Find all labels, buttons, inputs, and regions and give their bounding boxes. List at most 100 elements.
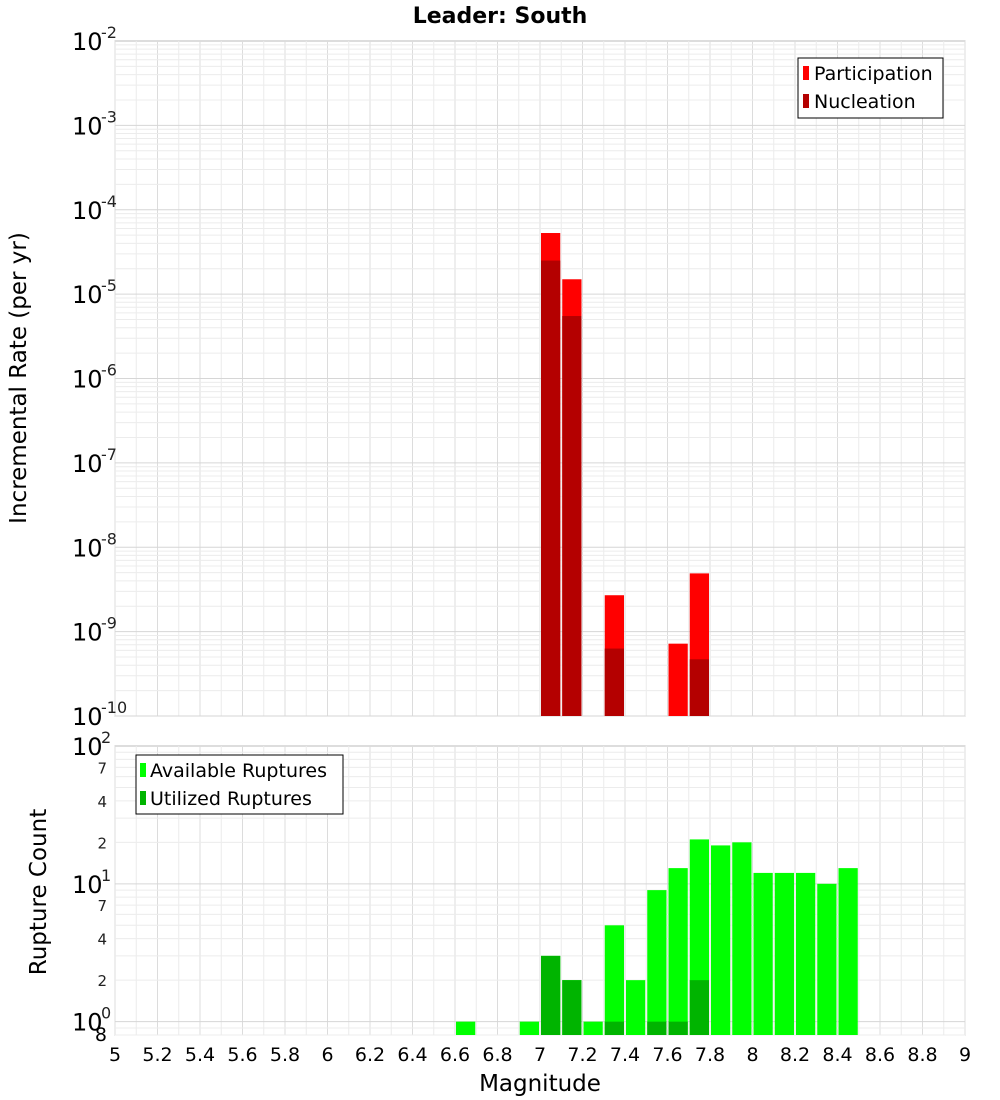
- bar-nucleation: [562, 316, 582, 716]
- legend-swatch-utilized: [140, 791, 146, 805]
- count-legend: Available Ruptures Utilized Ruptures: [135, 754, 344, 815]
- x-tick-label: 8.8: [907, 1044, 937, 1066]
- y-tick-label-base: 10: [72, 1009, 103, 1037]
- bar-available-ruptures: [519, 1021, 539, 1035]
- legend-label-available: Available Ruptures: [150, 760, 327, 782]
- y-tick-label-base: 10: [72, 871, 103, 899]
- x-tick-label: 7.6: [652, 1044, 682, 1066]
- rate-legend-box: [797, 57, 944, 119]
- x-tick-label: 8.4: [822, 1044, 852, 1066]
- bar-available-ruptures: [456, 1021, 476, 1035]
- x-tick-label: 6: [321, 1044, 333, 1066]
- bar-participation: [668, 643, 688, 716]
- bar-nucleation: [689, 659, 709, 716]
- x-tick-label: 5.6: [227, 1044, 257, 1066]
- y-tick-label-exponent: 1: [101, 866, 111, 885]
- legend-swatch-participation: [803, 66, 809, 80]
- x-tick-label: 6.4: [397, 1044, 427, 1066]
- x-tick-label: 5.8: [270, 1044, 300, 1066]
- y-minor-tick-label: 2: [97, 972, 107, 990]
- bar-utilized-ruptures: [562, 980, 582, 1035]
- x-tick-label: 7.8: [695, 1044, 725, 1066]
- legend-label-participation: Participation: [814, 63, 933, 85]
- bar-available-ruptures: [732, 842, 752, 1035]
- bar-available-ruptures: [647, 890, 667, 1035]
- y-tick-label-base: 10: [72, 197, 103, 225]
- count-plot-bars: [456, 839, 858, 1035]
- bar-available-ruptures: [604, 925, 624, 1035]
- count-legend-box: [135, 754, 344, 815]
- rate-plot-bars: [541, 233, 709, 716]
- x-tick-label: 5.2: [142, 1044, 172, 1066]
- y-minor-tick-label: 4: [97, 793, 107, 811]
- bar-available-ruptures: [583, 1021, 603, 1035]
- x-tick-label: 6.8: [482, 1044, 512, 1066]
- x-tick-label: 7: [534, 1044, 546, 1066]
- bar-nucleation: [541, 260, 561, 716]
- x-tick-label: 8.6: [865, 1044, 895, 1066]
- bar-utilized-ruptures: [689, 980, 709, 1035]
- rate-legend: Participation Nucleation: [797, 57, 944, 119]
- y-tick-label-exponent: -10: [101, 698, 127, 717]
- y-tick-label-exponent: -9: [101, 614, 117, 633]
- x-tick-label: 6.6: [440, 1044, 470, 1066]
- x-tick-label: 7.2: [567, 1044, 597, 1066]
- y-tick-label-exponent: 0: [101, 1004, 111, 1023]
- y-tick-label-exponent: -8: [101, 529, 117, 548]
- y-tick-label-exponent: 2: [101, 728, 111, 747]
- bar-available-ruptures: [838, 868, 858, 1035]
- count-y-axis-label: Rupture Count: [26, 809, 52, 975]
- x-tick-label: 5: [109, 1044, 121, 1066]
- y-minor-tick-label: 4: [97, 931, 107, 949]
- bar-available-ruptures: [753, 872, 773, 1035]
- x-tick-label: 5.4: [185, 1044, 215, 1066]
- y-tick-label-exponent: -6: [101, 361, 117, 380]
- y-tick-label-exponent: -2: [101, 23, 117, 42]
- y-tick-label-base: 10: [72, 703, 103, 731]
- x-tick-labels: 5 5.2 5.4 5.6 5.8 6 6.2 6.4 6.6 6.8 7 7.2 7.4 7.6 7.8 8…: [109, 1044, 971, 1066]
- x-tick-label: 8: [746, 1044, 758, 1066]
- bar-utilized-ruptures: [647, 1021, 667, 1035]
- bar-available-ruptures: [711, 845, 731, 1035]
- x-tick-label: 9: [959, 1044, 971, 1066]
- bar-available-ruptures: [774, 872, 794, 1035]
- bar-utilized-ruptures: [604, 1021, 624, 1035]
- y-minor-tick-label: 2: [97, 834, 107, 852]
- bar-available-ruptures: [668, 868, 688, 1035]
- y-tick-label-exponent: -5: [101, 276, 117, 295]
- rate-y-axis-label: Incremental Rate (per yr): [6, 232, 32, 524]
- y-tick-label-base: 10: [72, 450, 103, 478]
- legend-swatch-nucleation: [803, 94, 809, 108]
- y-tick-label-exponent: -3: [101, 107, 117, 126]
- y-minor-tick-label: 7: [97, 759, 107, 777]
- y-tick-label-exponent: -4: [101, 192, 117, 211]
- bar-available-ruptures: [626, 980, 646, 1035]
- y-minor-tick-label: 8: [95, 1024, 107, 1046]
- y-minor-tick-label: 7: [97, 897, 107, 915]
- y-tick-label-base: 10: [72, 28, 103, 56]
- rate-plot-grid: [114, 41, 966, 717]
- y-tick-label-base: 10: [72, 281, 103, 309]
- y-tick-label-base: 10: [72, 534, 103, 562]
- x-axis-label: Magnitude: [479, 1071, 601, 1097]
- y-tick-label-base: 10: [72, 619, 103, 647]
- bar-available-ruptures: [796, 872, 816, 1035]
- y-tick-label-exponent: -7: [101, 445, 117, 464]
- bar-available-ruptures: [817, 883, 837, 1035]
- chart-title: Leader: South: [413, 4, 588, 29]
- x-tick-label: 6.2: [355, 1044, 385, 1066]
- bar-nucleation: [604, 648, 624, 716]
- legend-label-utilized: Utilized Ruptures: [150, 788, 312, 810]
- bar-utilized-ruptures: [668, 1021, 688, 1035]
- legend-label-nucleation: Nucleation: [814, 91, 916, 113]
- bar-utilized-ruptures: [541, 955, 561, 1035]
- x-tick-label: 8.2: [780, 1044, 810, 1066]
- y-tick-label-base: 10: [72, 733, 103, 761]
- y-tick-label-base: 10: [72, 112, 103, 140]
- x-tick-label: 7.4: [610, 1044, 640, 1066]
- y-tick-label-base: 10: [72, 366, 103, 394]
